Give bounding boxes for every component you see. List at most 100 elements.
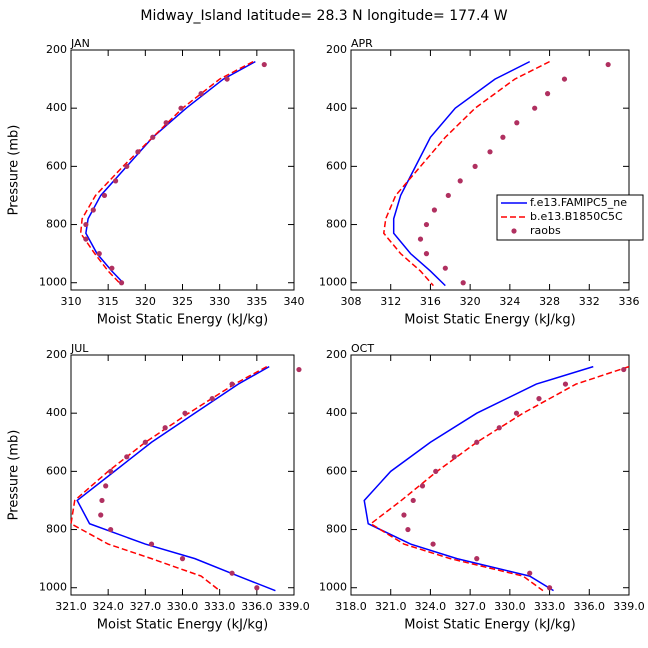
x-tick-label: 324.0 [92,600,124,613]
data-point [474,556,480,562]
plot-frame [350,354,630,596]
data-point [500,134,506,140]
data-point [457,178,463,184]
data-point [135,149,141,155]
y-tick-label: 800 [326,523,347,536]
y-tick-label: 1000 [39,581,67,594]
data-point [474,439,480,445]
y-tick-label: 1000 [319,276,347,289]
x-axis-label: Moist Static Energy (kJ/kg) [97,618,268,633]
data-point [118,280,125,286]
legend-marker [511,228,517,234]
x-tick-label: 335 [246,295,267,308]
data-point [496,425,502,431]
x-tick-label: 324 [499,295,520,308]
data-point [98,512,104,518]
data-point [163,120,169,126]
data-point [405,526,411,533]
data-line [76,365,276,592]
data-point [101,192,108,199]
data-point [96,251,102,257]
x-tick-label: 340 [284,295,305,308]
chart-title: Midway_Island latitude= 28.3 N longitude… [140,8,507,24]
data-point [109,265,115,271]
data-point [124,163,130,169]
data-point [90,207,96,213]
data-point [83,236,89,242]
x-tick-label: 321.0 [55,600,87,613]
data-point [605,61,611,68]
y-tick-label: 400 [46,406,67,419]
x-tick-label: 320 [135,295,156,308]
y-tick-label: 200 [326,348,347,361]
y-tick-label: 600 [326,464,347,477]
y-tick-label: 600 [46,464,67,477]
x-tick-label: 310 [61,295,82,308]
data-point [103,483,109,489]
y-tick-label: 1000 [39,276,67,289]
data-point [621,366,627,373]
y-tick-label: 800 [46,218,67,231]
data-point [544,91,551,97]
y-tick-label: 400 [46,101,67,114]
data-point [209,396,215,402]
panel-title: JAN [70,37,90,50]
data-point [296,366,302,373]
data-point [410,497,416,504]
x-tick-label: 333.0 [204,600,236,613]
data-line [85,60,256,284]
y-tick-label: 200 [326,43,347,56]
y-tick-label: 1000 [319,581,347,594]
data-point [513,410,520,416]
data-point [561,76,568,82]
data-point [148,541,155,547]
x-tick-label: 330.0 [167,600,199,613]
x-axis-label: Moist Static Energy (kJ/kg) [404,313,575,328]
y-axis-label: Pressure (mb) [7,430,22,521]
x-tick-label: 333.0 [534,600,566,613]
x-tick-label: 316 [420,295,441,308]
y-tick-label: 600 [46,159,67,172]
data-point [442,265,448,271]
x-tick-label: 315 [98,295,119,308]
data-point [224,76,230,82]
data-line [363,365,594,592]
legend-label: b.e13.B1850C5C [530,210,623,223]
data-point [419,483,426,489]
x-axis-label: Moist Static Energy (kJ/kg) [97,313,268,328]
x-tick-label: 339.0 [613,600,645,613]
panel-title: APR [351,37,373,50]
x-tick-label: 324.0 [415,600,447,613]
x-tick-label: 321.0 [375,600,407,613]
data-point [124,454,130,460]
y-tick-label: 800 [46,523,67,536]
data-point [451,454,457,460]
x-axis-label: Moist Static Energy (kJ/kg) [404,618,575,633]
data-line [392,60,531,287]
x-tick-label: 327.0 [454,600,486,613]
y-axis-label: Pressure (mb) [7,125,22,216]
plot-frame [350,49,630,291]
data-point [514,120,520,126]
data-point [179,556,186,562]
x-tick-label: 328 [539,295,560,308]
legend-label: f.e13.FAMIPC5_ne [530,196,627,209]
x-tick-label: 312 [380,295,401,308]
x-tick-label: 336.0 [574,600,606,613]
x-tick-label: 308 [341,295,362,308]
legend-label: raobs [530,224,561,237]
data-point [178,105,184,111]
data-point [527,570,533,576]
data-point [83,221,89,228]
data-point [162,425,168,431]
panel-title: JUL [70,342,89,355]
data-point [536,396,542,402]
data-point [532,105,538,111]
data-line [369,365,630,592]
data-point [472,163,478,169]
panel-title: OCT [351,342,374,355]
data-point [423,221,430,228]
data-point [142,439,148,445]
